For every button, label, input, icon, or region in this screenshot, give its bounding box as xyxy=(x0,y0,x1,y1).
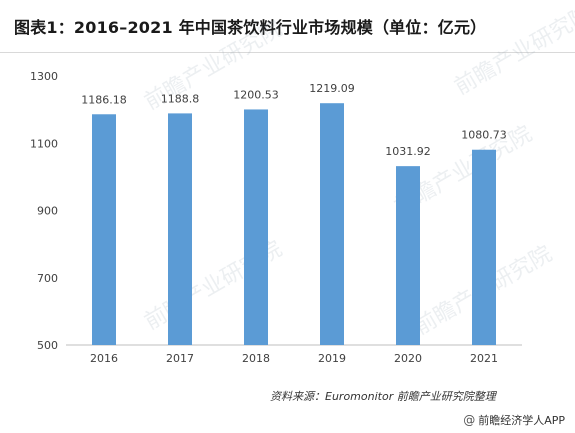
bar xyxy=(244,109,268,346)
data-label: 1186.18 xyxy=(81,93,127,106)
credit: @ 前瞻经济学人APP xyxy=(463,412,565,428)
data-label: 1031.92 xyxy=(385,145,431,158)
x-tick-label: 2018 xyxy=(242,352,270,365)
bar xyxy=(92,114,116,345)
x-tick-label: 2016 xyxy=(90,352,118,365)
data-label: 1188.8 xyxy=(161,92,200,105)
y-axis-ticks: 500 700 900 1100 1300 xyxy=(30,70,58,352)
y-tick-label: 700 xyxy=(37,272,58,285)
source-note: 资料来源：Euromonitor 前瞻产业研究院整理 xyxy=(270,390,496,403)
data-label: 1219.09 xyxy=(309,82,355,95)
x-axis-ticks: 2016 2017 2018 2019 2020 2021 xyxy=(90,352,498,365)
y-tick-label: 900 xyxy=(37,205,58,218)
bar xyxy=(396,166,420,345)
y-tick-label: 1300 xyxy=(30,70,58,83)
bar xyxy=(168,113,192,346)
watermarks: 前瞻产业研究院 前瞻产业研究院 前瞻产业研究院 前瞻产业研究院 前瞻产业研究院 xyxy=(141,2,575,341)
y-tick-label: 500 xyxy=(37,339,58,352)
chart-title: 图表1：2016–2021 年中国茶饮料行业市场规模（单位：亿元） xyxy=(14,18,487,37)
x-tick-label: 2017 xyxy=(166,352,194,365)
bars xyxy=(92,103,496,346)
data-label: 1080.73 xyxy=(461,129,507,142)
watermark-text: 前瞻产业研究院 xyxy=(451,2,575,101)
credit-label: 前瞻经济学人APP xyxy=(478,414,565,427)
title-divider xyxy=(0,52,575,53)
bar xyxy=(320,103,344,345)
y-tick-label: 1100 xyxy=(30,137,58,150)
data-labels: 1186.18 1188.8 1200.53 1219.09 1031.92 1080.7… xyxy=(81,82,507,158)
x-tick-label: 2019 xyxy=(318,352,346,365)
data-label: 1200.53 xyxy=(233,88,279,101)
x-tick-label: 2020 xyxy=(394,352,422,365)
x-tick-label: 2021 xyxy=(470,352,498,365)
at-icon: @ xyxy=(463,413,476,427)
bar xyxy=(472,149,496,345)
